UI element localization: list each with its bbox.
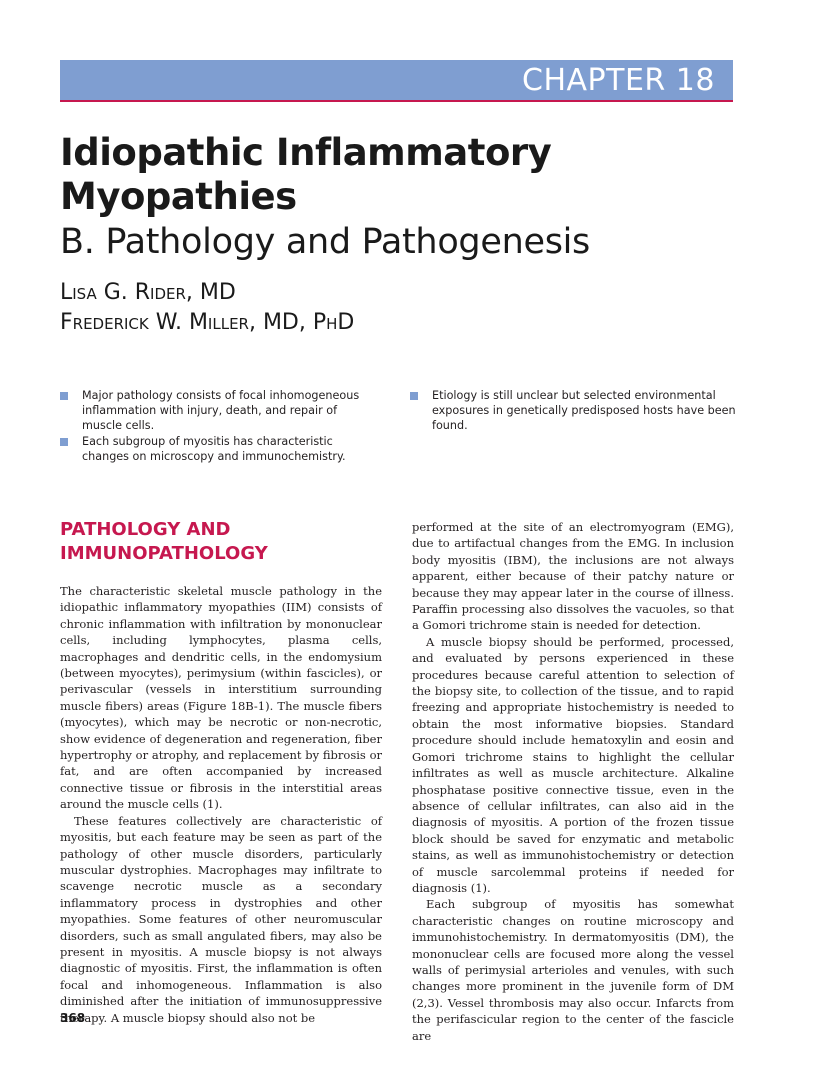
chapter-subtitle: B. Pathology and Pathogenesis — [60, 222, 590, 262]
square-bullet-icon — [410, 392, 418, 400]
summary-text: Major pathology consists of focal inhomo… — [82, 389, 360, 432]
chapter-label: CHAPTER 18 — [522, 63, 715, 98]
title-line-1: Idiopathic Inflammatory — [60, 131, 552, 174]
summary-right-column: Etiology is still unclear but selected e… — [410, 388, 740, 434]
author-list: Lisa G. Rider, MD Frederick W. Miller, M… — [60, 278, 354, 338]
body-paragraph: performed at the site of an electromyogr… — [412, 520, 734, 633]
author-1: Lisa G. Rider, MD — [60, 280, 236, 305]
body-right-column: performed at the site of an electromyogr… — [412, 519, 734, 1044]
body-paragraph: These features collectively are characte… — [60, 813, 382, 1025]
body-paragraph: The characteristic skeletal muscle patho… — [60, 584, 382, 812]
body-paragraph: Each subgroup of myositis has somewhat c… — [412, 897, 734, 1043]
section-heading: PATHOLOGY AND IMMUNOPATHOLOGY — [60, 519, 268, 564]
page-number: 368 — [60, 1011, 86, 1025]
summary-item: Major pathology consists of focal inhomo… — [60, 388, 380, 433]
body-left-column: The characteristic skeletal muscle patho… — [60, 583, 382, 1026]
chapter-header-band: CHAPTER 18 — [60, 60, 733, 102]
title-line-2: Myopathies — [60, 175, 297, 218]
author-2: Frederick W. Miller, MD, PhD — [60, 310, 355, 335]
square-bullet-icon — [60, 392, 68, 400]
square-bullet-icon — [60, 438, 68, 446]
chapter-title: Idiopathic Inflammatory Myopathies B. Pa… — [60, 131, 760, 265]
summary-item: Etiology is still unclear but selected e… — [410, 388, 740, 433]
summary-text: Each subgroup of myositis has characteri… — [82, 435, 346, 463]
summary-left-column: Major pathology consists of focal inhomo… — [60, 388, 380, 465]
summary-item: Each subgroup of myositis has characteri… — [60, 434, 380, 464]
summary-text: Etiology is still unclear but selected e… — [432, 389, 736, 432]
body-paragraph: A muscle biopsy should be performed, pro… — [412, 634, 734, 895]
